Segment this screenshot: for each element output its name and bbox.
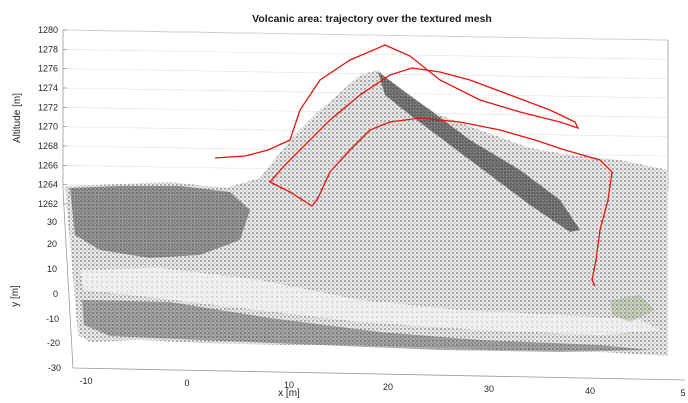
- x-tick-label: 30: [484, 384, 494, 394]
- z-tick-label: 1276: [38, 64, 58, 74]
- x-tick-label: 0: [184, 378, 189, 388]
- mesh-left-dark: [70, 186, 250, 258]
- z-tick-label: 1278: [38, 44, 58, 54]
- mesh-valley-light: [80, 268, 660, 335]
- mesh-ridge-dark: [378, 72, 580, 232]
- x-tick-label: 40: [585, 386, 595, 396]
- x-tick-label: -10: [79, 376, 92, 386]
- x-tick-label: 10: [284, 380, 294, 390]
- y-tick-label: -30: [48, 363, 61, 373]
- textured-mesh: [65, 70, 668, 356]
- z-ticks: 1280 1278 1276 1274 1272 1270 1268 1266 1264 1262: [38, 25, 67, 209]
- z-tick-label: 1270: [38, 122, 58, 132]
- x-tick-label: 20: [383, 382, 393, 392]
- y-axis-line: [62, 189, 74, 369]
- z-tick-label: 1268: [38, 141, 58, 151]
- gridline: [62, 49, 669, 60]
- z-tick-label: 1262: [38, 199, 58, 209]
- z-tick-label: 1272: [38, 102, 58, 112]
- gridline: [62, 29, 669, 41]
- y-tick-label: -10: [46, 314, 59, 324]
- x-tick-label: 5: [680, 388, 685, 398]
- z-axis-label: Altitude [m]: [12, 93, 23, 143]
- x-axis-line: [72, 367, 686, 381]
- y-axis-label: y [m]: [10, 285, 21, 307]
- z-tick-label: 1266: [38, 160, 58, 170]
- trajectory-line: [214, 44, 613, 287]
- z-tick-label: 1280: [38, 25, 58, 35]
- mesh-lower-dark: [82, 300, 650, 352]
- x-axis-label: x [m]: [278, 388, 300, 399]
- mesh-vegetation: [610, 295, 655, 322]
- chart-title: Volcanic area: trajectory over the textu…: [252, 13, 492, 25]
- z-tick-label: 1274: [38, 83, 58, 93]
- z-tick-label: 1264: [38, 180, 58, 190]
- y-tick-label: 30: [47, 217, 57, 227]
- y-tick-label: 10: [47, 264, 57, 274]
- y-tick-label: 0: [53, 289, 58, 299]
- y-tick-label: 20: [47, 239, 57, 249]
- x-ticks: -10 0 10 20 30 40 5: [79, 376, 685, 398]
- y-ticks: 30 20 10 0 -10 -20 -30: [46, 217, 61, 373]
- y-tick-label: -20: [47, 338, 60, 348]
